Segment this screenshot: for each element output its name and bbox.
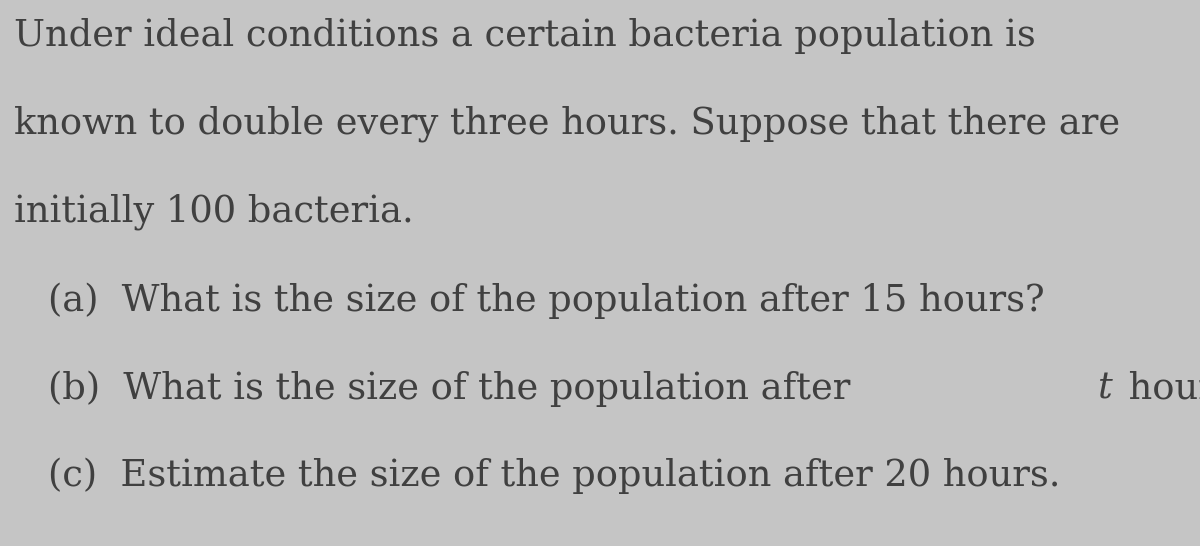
Text: (c)  Estimate the size of the population after 20 hours.: (c) Estimate the size of the population …	[48, 458, 1061, 494]
Text: (a)  What is the size of the population after 15 hours?: (a) What is the size of the population a…	[48, 283, 1045, 319]
Text: initially 100 bacteria.: initially 100 bacteria.	[14, 193, 414, 230]
Text: t: t	[1098, 371, 1114, 407]
Text: (b)  What is the size of the population after: (b) What is the size of the population a…	[48, 370, 862, 407]
Text: Under ideal conditions a certain bacteria population is: Under ideal conditions a certain bacteri…	[14, 19, 1036, 55]
Text: known to double every three hours. Suppose that there are: known to double every three hours. Suppo…	[14, 106, 1121, 143]
Text: hours?: hours?	[1117, 371, 1200, 407]
